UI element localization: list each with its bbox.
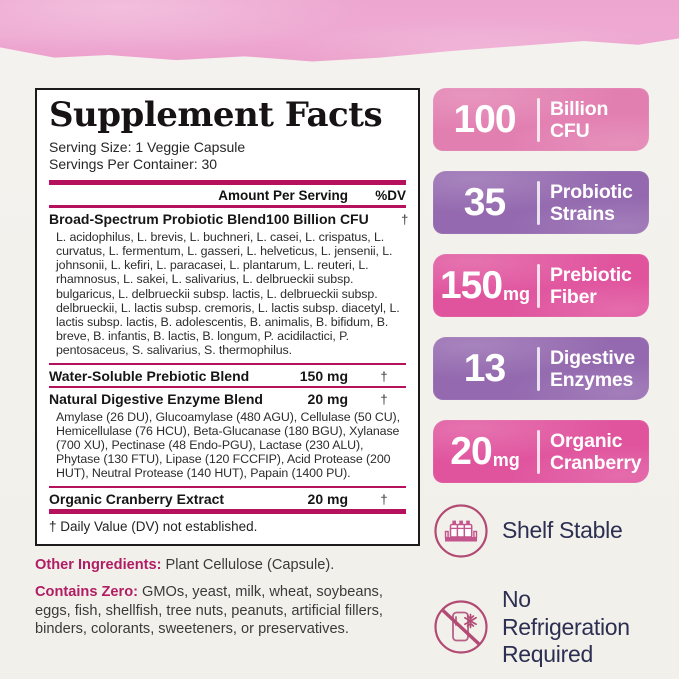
contains-zero-label: Contains Zero:: [35, 584, 138, 601]
badge-prebiotic-fiber: 150 mg Prebiotic Fiber: [433, 254, 649, 317]
serving-size: Serving Size: 1 Veggie Capsule: [49, 138, 246, 155]
badge-divider: [537, 97, 540, 142]
badge-number: 13: [463, 347, 506, 390]
badge-billion-cfu: 100 Billion CFU: [433, 88, 649, 151]
feature-text: No Refrigeration Required: [502, 586, 630, 667]
amount-column-header: Amount Per Serving: [218, 187, 348, 203]
badge-probiotic-strains: 35 Probiotic Strains: [433, 171, 649, 234]
feature-no-refrigeration: No Refrigeration Required: [433, 586, 649, 669]
shelf-bottles-icon: [434, 504, 488, 558]
contains-zero: Contains Zero: GMOs, yeast, milk, wheat,…: [35, 583, 420, 639]
badge-divider: [537, 180, 540, 225]
table-row: Organic Cranberry Extract 20 mg †: [49, 488, 406, 509]
ingredient-name: Organic Cranberry Extract: [49, 490, 225, 507]
dv-column-header: %DV: [375, 187, 406, 203]
ingredient-dv: †: [401, 211, 409, 227]
badge-number: 20 mg: [450, 430, 520, 473]
badge-digestive-enzymes: 13 Digestive Enzymes: [433, 337, 649, 400]
watercolor-header-wash: [0, 0, 679, 62]
divider: [49, 508, 406, 514]
panel-title: Supplement Facts: [49, 95, 383, 135]
badge-number: 150 mg: [439, 264, 531, 307]
table-row: Natural Digestive Enzyme Blend 20 mg †: [49, 388, 406, 409]
no-refrigeration-icon: [434, 600, 488, 654]
ingredient-name: Natural Digestive Enzyme Blend: [49, 390, 263, 407]
badge-label: Billion CFU: [550, 97, 609, 142]
serving-info: Serving Size: 1 Veggie Capsule Servings …: [49, 139, 406, 173]
ingredient-name: Broad-Spectrum Probiotic Blend: [49, 210, 267, 227]
divider: [49, 179, 406, 185]
badge-number: 100: [453, 98, 516, 141]
divider: [49, 485, 406, 488]
supplement-facts-panel: Supplement Facts Serving Size: 1 Veggie …: [35, 88, 420, 546]
divider: [49, 385, 406, 388]
badge-divider: [537, 263, 540, 308]
ingredient-name: Water-Soluble Prebiotic Blend: [49, 367, 250, 384]
probiotic-strain-list: L. acidophilus, L. brevis, L. buchneri, …: [56, 229, 400, 358]
ingredient-dv: †: [380, 391, 388, 407]
label-column: Supplement Facts Serving Size: 1 Veggie …: [35, 88, 420, 648]
divider: [49, 362, 406, 365]
ingredient-dv: †: [380, 491, 388, 507]
badge-label: Probiotic Strains: [550, 180, 633, 225]
table-header: Amount Per Serving %DV: [49, 185, 406, 205]
badge-label: Prebiotic Fiber: [550, 263, 632, 308]
badge-divider: [537, 346, 540, 391]
badge-number: 35: [463, 181, 506, 224]
badge-divider: [537, 429, 540, 474]
other-ingredients-label: Other Ingredients:: [35, 556, 162, 573]
highlights-column: 100 Billion CFU 35 Probiotic Strains 150 mg…: [433, 88, 649, 669]
table-row: Broad-Spectrum Probiotic Blend 100 Billi…: [49, 208, 408, 229]
enzyme-list: Amylase (26 DU), Glucoamylase (480 AGU),…: [56, 409, 400, 481]
other-ingredients: Other Ingredients: Plant Cellulose (Caps…: [35, 556, 420, 575]
badge-label: Digestive Enzymes: [550, 346, 635, 391]
divider: [49, 204, 406, 208]
contains-zero-text: GMOs, yeast, milk, wheat, soybeans, eggs…: [35, 584, 383, 638]
feature-shelf-stable: Shelf Stable: [433, 503, 649, 559]
ingredient-dv: †: [380, 368, 388, 384]
servings-per-container: Servings Per Container: 30: [49, 155, 218, 172]
ingredient-amount: 20 mg: [307, 390, 348, 407]
ingredient-amount: 20 mg: [307, 490, 348, 507]
ingredient-amount: 100 Billion CFU: [266, 210, 369, 227]
ingredient-amount: 150 mg: [299, 367, 348, 384]
badge-organic-cranberry: 20 mg Organic Cranberry: [433, 420, 649, 483]
other-ingredients-text: Plant Cellulose (Capsule).: [161, 556, 335, 573]
dv-footnote: † Daily Value (DV) not established.: [49, 518, 258, 534]
below-panel-text: Other Ingredients: Plant Cellulose (Caps…: [35, 556, 420, 639]
feature-text: Shelf Stable: [502, 517, 623, 544]
badge-label: Organic Cranberry: [550, 429, 642, 474]
table-row: Water-Soluble Prebiotic Blend 150 mg †: [49, 365, 406, 386]
